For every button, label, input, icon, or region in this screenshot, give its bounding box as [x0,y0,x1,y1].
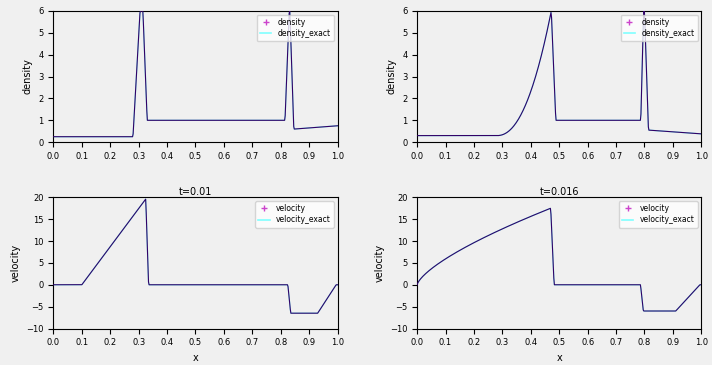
density_exact [646,128,655,132]
density [283,70,291,74]
density_exact [219,118,227,123]
velocity [333,283,342,287]
velocity_exact [184,283,193,287]
velocity [287,311,295,315]
density_exact [184,118,193,123]
velocity_exact [204,283,212,287]
density [567,118,575,123]
velocity_exact [639,309,648,313]
velocity_exact [691,287,700,292]
density_exact [567,118,575,123]
velocity [283,283,291,287]
density [204,118,212,123]
velocity_exact [49,283,58,287]
density [333,124,342,128]
Legend: velocity, velocity_exact: velocity, velocity_exact [255,201,334,227]
velocity_exact [287,311,295,315]
velocity [567,283,576,287]
velocity_exact [546,206,555,211]
velocity [639,309,648,313]
velocity [204,283,212,287]
Title: t=0.01: t=0.01 [179,187,212,196]
velocity_exact [567,283,576,287]
velocity_exact [283,283,291,287]
Line: velocity: velocity [53,199,337,313]
density [187,118,195,123]
density [136,9,145,13]
velocity_exact [582,283,591,287]
Y-axis label: density: density [23,59,33,95]
Line: velocity_exact: velocity_exact [53,199,337,313]
Line: density: density [53,11,337,137]
Line: density: density [417,11,701,136]
density [413,134,422,138]
velocity_exact [187,283,195,287]
Y-axis label: velocity: velocity [11,244,21,282]
velocity [550,283,559,287]
density [691,131,699,136]
velocity [184,283,193,287]
velocity [142,197,150,201]
density_exact [49,135,58,139]
density_exact [550,70,558,74]
velocity [691,287,700,292]
velocity [548,250,557,255]
Line: velocity: velocity [417,208,701,311]
density_exact [582,118,590,123]
density_exact [639,9,648,13]
velocity_exact [697,283,706,287]
density_exact [327,124,335,128]
Legend: density, density_exact: density, density_exact [621,15,698,41]
density_exact [697,132,706,136]
density_exact [691,131,699,136]
Line: velocity_exact: velocity_exact [417,208,701,311]
density_exact [548,29,556,33]
velocity [582,283,591,287]
density [184,118,193,123]
Y-axis label: density: density [387,59,397,95]
Line: density_exact: density_exact [53,11,337,137]
density [639,9,648,13]
Legend: velocity, velocity_exact: velocity, velocity_exact [619,201,698,227]
velocity_exact [548,250,557,255]
velocity_exact [413,283,422,287]
density [582,118,590,123]
Line: density_exact: density_exact [417,11,701,136]
velocity_exact [328,289,336,293]
density [219,118,227,123]
density_exact [136,9,145,13]
velocity_exact [333,283,342,287]
velocity [219,283,227,287]
density [697,132,706,136]
velocity [546,206,555,211]
X-axis label: x: x [556,353,562,363]
density_exact [204,118,212,123]
velocity [647,309,656,313]
Y-axis label: velocity: velocity [375,244,384,282]
velocity_exact [647,309,656,313]
density [327,124,335,128]
Legend: density, density_exact: density, density_exact [257,15,334,41]
Title: t=0.016: t=0.016 [540,187,579,196]
density [550,70,558,74]
velocity [328,289,336,293]
velocity [187,283,195,287]
density [49,135,58,139]
density_exact [413,134,422,138]
velocity_exact [550,283,559,287]
density_exact [333,124,342,128]
density [548,29,556,33]
velocity_exact [142,197,150,201]
velocity [697,283,706,287]
density_exact [283,70,291,74]
velocity_exact [219,283,227,287]
velocity [49,283,58,287]
velocity [413,283,422,287]
X-axis label: x: x [193,353,199,363]
density [646,128,655,132]
density_exact [187,118,195,123]
